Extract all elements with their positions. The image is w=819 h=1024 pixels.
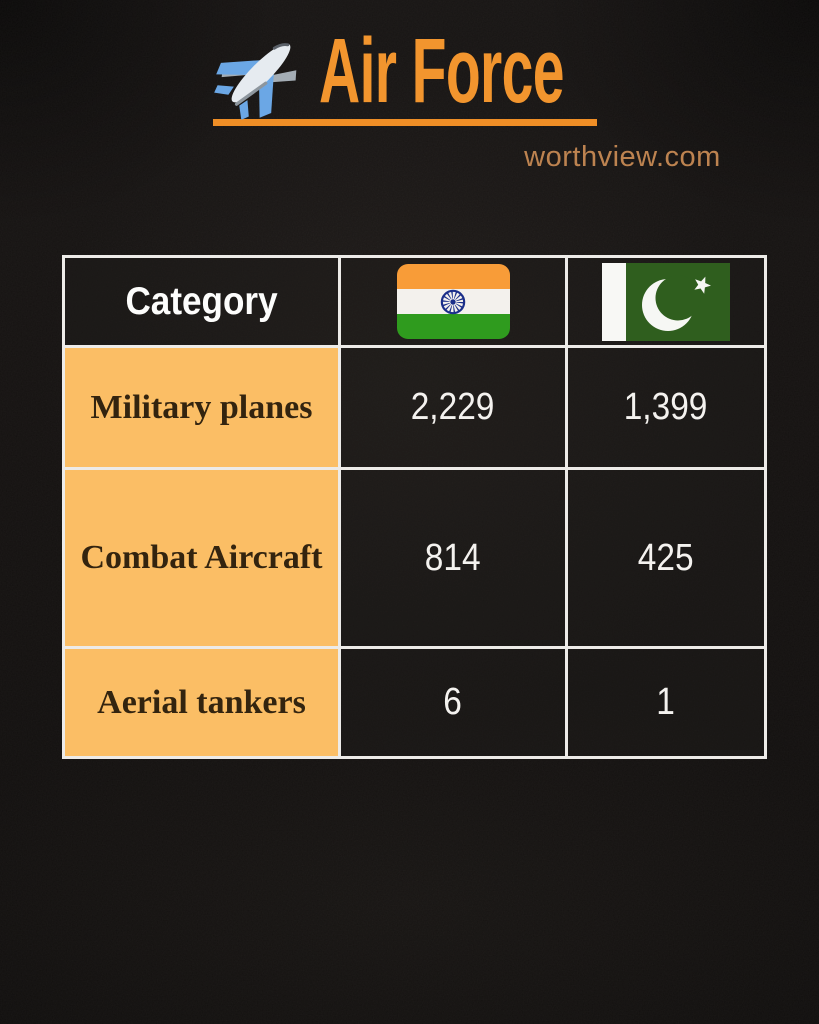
india-flag-white-stripe bbox=[396, 289, 510, 314]
table-row-military-planes: Military planes 2,229 1,399 bbox=[62, 345, 767, 470]
value-text: 425 bbox=[638, 536, 694, 579]
india-value-cell: 6 bbox=[338, 646, 568, 759]
comparison-table: Category bbox=[62, 255, 767, 759]
title-block: Air Force bbox=[213, 22, 597, 126]
crescent-star-icon bbox=[642, 275, 711, 331]
india-flag-green-stripe bbox=[396, 314, 510, 339]
india-header-cell bbox=[338, 255, 568, 348]
value-text: 1 bbox=[656, 681, 676, 723]
pakistan-value-cell: 1,399 bbox=[565, 345, 767, 470]
pakistan-flag-hoist-stripe bbox=[602, 262, 626, 341]
table-row-combat-aircraft: Combat Aircraft 814 425 bbox=[62, 467, 767, 649]
value-text: 6 bbox=[443, 681, 463, 723]
page-title: Air Force bbox=[319, 23, 597, 119]
value-text: 1,399 bbox=[624, 386, 708, 428]
page-title-text: Air Force bbox=[319, 19, 564, 122]
table-header-row: Category bbox=[62, 255, 767, 348]
pakistan-flag-icon bbox=[602, 262, 730, 341]
pakistan-value-cell: 425 bbox=[565, 467, 767, 649]
category-header-label: Category bbox=[125, 279, 278, 323]
value-text: 2,229 bbox=[411, 386, 495, 428]
value-text: 814 bbox=[425, 536, 481, 579]
india-flag-saffron-stripe bbox=[396, 264, 510, 289]
category-header-cell: Category bbox=[62, 255, 341, 348]
india-flag-icon bbox=[396, 264, 510, 339]
category-cell: Combat Aircraft bbox=[62, 467, 341, 649]
pakistan-flag-field bbox=[626, 262, 730, 341]
ashoka-chakra-icon bbox=[440, 289, 466, 314]
site-watermark: worthview.com bbox=[524, 141, 721, 173]
pakistan-header-cell bbox=[565, 255, 767, 348]
airplane-icon bbox=[214, 42, 297, 120]
category-cell: Military planes bbox=[62, 345, 341, 470]
india-value-cell: 814 bbox=[338, 467, 568, 649]
pakistan-value-cell: 1 bbox=[565, 646, 767, 759]
category-cell: Aerial tankers bbox=[62, 646, 341, 759]
india-value-cell: 2,229 bbox=[338, 345, 568, 470]
table-row-aerial-tankers: Aerial tankers 6 1 bbox=[62, 646, 767, 759]
